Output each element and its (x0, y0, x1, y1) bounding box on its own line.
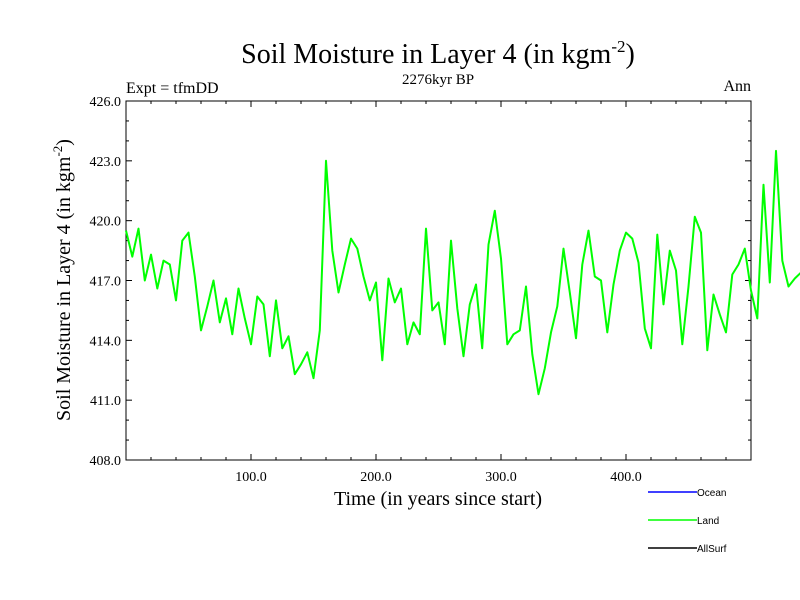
legend: Ocean Land AllSurf (648, 488, 727, 555)
legend-label-land: Land (697, 516, 719, 527)
x-tick-label: 300.0 (485, 470, 517, 485)
y-axis-label: Soil Moisture in Layer 4 (in kgm-2) (50, 139, 75, 421)
series-land-line (125, 149, 800, 396)
y-tick-label: 414.0 (90, 334, 122, 349)
chart-title: Soil Moisture in Layer 4 (in kgm-2) (241, 37, 635, 70)
y-tick-label: 423.0 (90, 155, 122, 170)
y-tick-label: 420.0 (90, 215, 122, 230)
y-tick-label: 417.0 (90, 275, 122, 290)
y-axis: 408.0 411.0 414.0 417.0 420.0 423.0 426.0 (90, 95, 751, 469)
season-label: Ann (723, 78, 751, 95)
x-tick-label: 100.0 (235, 470, 267, 485)
plot-frame (125, 100, 752, 461)
chart-subtitle: 2276kyr BP (402, 72, 474, 88)
experiment-label: Expt = tfmDD (126, 80, 219, 97)
x-tick-label: 400.0 (610, 470, 642, 485)
legend-label-ocean: Ocean (697, 488, 726, 499)
x-axis-label: Time (in years since start) (334, 488, 542, 510)
x-tick-label: 200.0 (360, 470, 392, 485)
y-tick-label: 426.0 (90, 95, 122, 110)
x-axis: 100.0 200.0 300.0 400.0 (150, 101, 727, 485)
legend-label-allsurf: AllSurf (697, 544, 727, 555)
y-tick-label: 408.0 (90, 454, 122, 469)
y-tick-label: 411.0 (90, 394, 121, 409)
